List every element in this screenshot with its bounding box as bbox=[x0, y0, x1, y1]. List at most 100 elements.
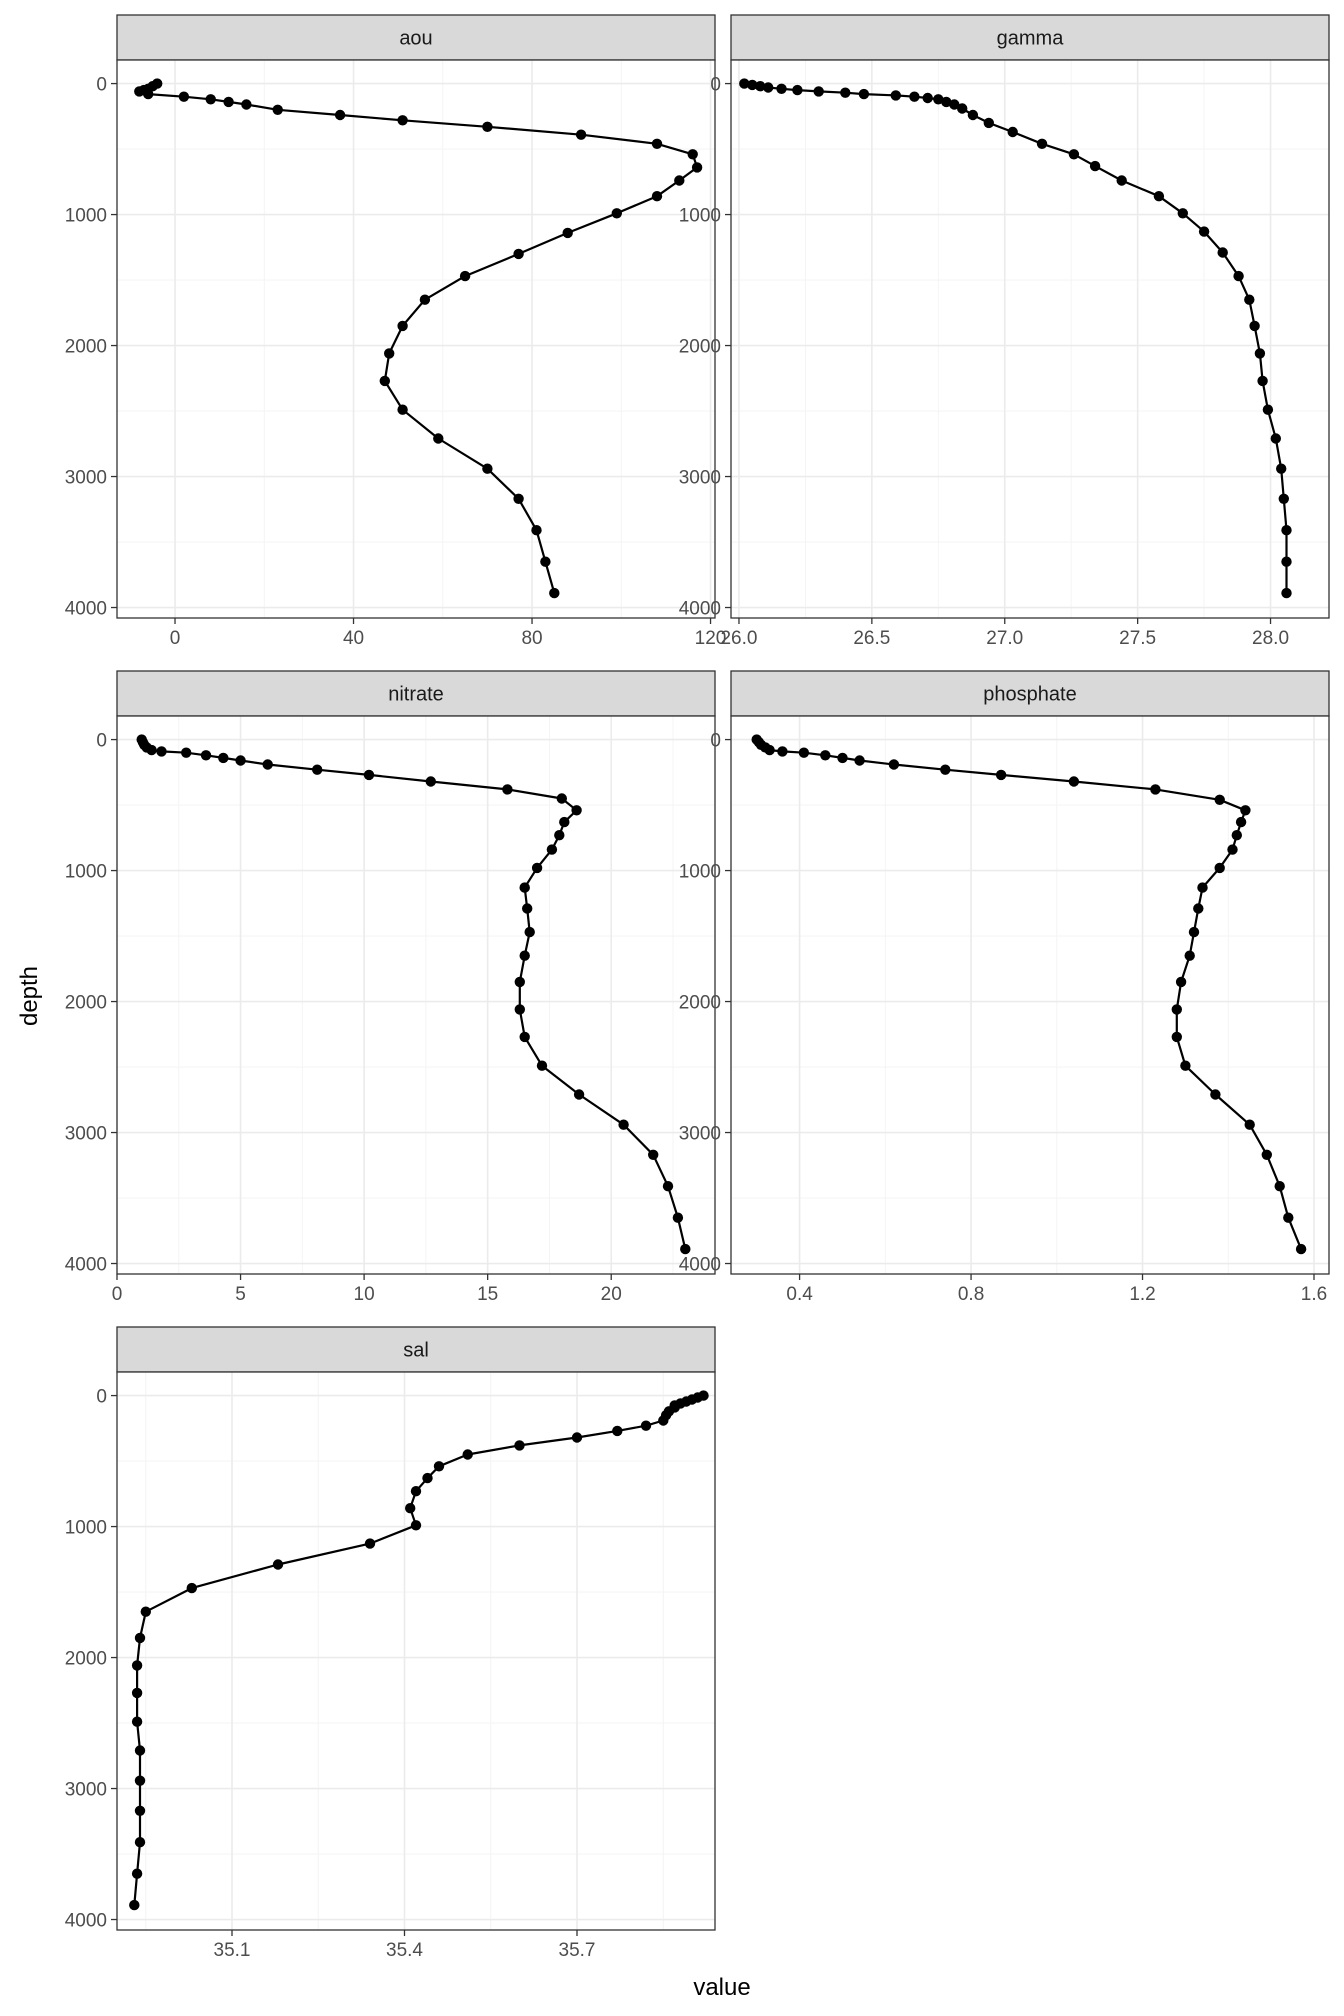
panel-border-sal bbox=[116, 1371, 716, 1931]
data-point-gamma bbox=[1177, 208, 1189, 219]
data-point-nitrate bbox=[156, 746, 167, 757]
data-point-aou bbox=[687, 149, 698, 160]
x-tick-label-aou: 120 bbox=[695, 628, 727, 649]
data-point-gamma bbox=[1089, 160, 1101, 172]
x-tick-label-gamma: 27.0 bbox=[986, 628, 1023, 649]
data-point-nitrate bbox=[146, 744, 157, 756]
data-point-phosphate bbox=[1214, 794, 1225, 805]
facet-phosphate: phosphate 0.4 0.8 1.2 1.6 0 1000 2000 3000 4000 bbox=[679, 670, 1330, 1305]
data-point-nitrate bbox=[519, 950, 530, 961]
data-point-sal bbox=[612, 1425, 623, 1437]
y-tick-label-sal: 3000 bbox=[65, 1780, 107, 1801]
data-point-aou bbox=[459, 270, 471, 282]
data-point-nitrate bbox=[559, 816, 570, 828]
data-point-gamma bbox=[1257, 375, 1268, 387]
facet-aou: aou 0 40 80 120 0 1000 2000 3000 4000 bbox=[65, 14, 727, 649]
data-point-nitrate bbox=[546, 844, 558, 855]
data-point-aou bbox=[482, 121, 493, 132]
facet-strip-aou bbox=[116, 14, 716, 61]
data-point-nitrate bbox=[556, 793, 567, 804]
y-tick-label-aou: 0 bbox=[96, 75, 107, 96]
data-point-nitrate bbox=[262, 759, 273, 770]
data-point-phosphate bbox=[1210, 1089, 1221, 1100]
data-point-nitrate bbox=[662, 1181, 674, 1192]
y-tick-label-gamma: 4000 bbox=[679, 599, 721, 620]
data-point-aou bbox=[562, 227, 573, 239]
y-axis-title: depth bbox=[16, 966, 43, 1026]
x-tick-label-gamma: 26.0 bbox=[720, 628, 757, 649]
data-point-phosphate bbox=[854, 755, 865, 766]
data-point-gamma bbox=[840, 87, 851, 98]
y-tick-label-nitrate: 2000 bbox=[65, 993, 107, 1014]
y-tick-label-nitrate: 0 bbox=[96, 731, 107, 752]
x-tick-label-phosphate: 1.2 bbox=[1129, 1284, 1155, 1305]
data-point-aou bbox=[513, 248, 524, 260]
data-point-aou bbox=[549, 587, 560, 599]
data-point-aou bbox=[384, 348, 395, 359]
data-point-phosphate bbox=[820, 750, 831, 761]
data-point-gamma bbox=[776, 83, 787, 95]
data-point-phosphate bbox=[1068, 776, 1080, 787]
data-point-phosphate bbox=[1283, 1212, 1294, 1223]
data-point-sal bbox=[131, 1687, 143, 1699]
data-point-nitrate bbox=[235, 755, 246, 766]
data-point-nitrate bbox=[524, 926, 535, 938]
data-point-phosphate bbox=[1231, 830, 1243, 841]
data-point-sal bbox=[410, 1520, 422, 1531]
data-point-aou bbox=[433, 433, 444, 444]
data-point-aou bbox=[397, 115, 408, 126]
data-point-sal bbox=[186, 1582, 197, 1594]
data-point-nitrate bbox=[312, 764, 323, 775]
y-tick-label-nitrate: 4000 bbox=[65, 1255, 107, 1276]
data-point-phosphate bbox=[1214, 862, 1225, 874]
data-point-gamma bbox=[933, 94, 944, 105]
panel-border-aou bbox=[116, 59, 716, 619]
data-point-nitrate bbox=[680, 1243, 691, 1255]
data-point-phosphate bbox=[1171, 1004, 1183, 1015]
data-point-phosphate bbox=[1175, 976, 1187, 988]
facet-nitrate: nitrate 0 5 10 15 20 0 1000 2000 3000 4000 bbox=[65, 670, 716, 1305]
x-tick-label-aou: 0 bbox=[170, 628, 181, 649]
data-point-nitrate bbox=[522, 903, 533, 914]
data-point-gamma bbox=[739, 78, 750, 89]
x-tick-label-sal: 35.1 bbox=[214, 1940, 251, 1961]
panel-background-phosphate bbox=[731, 716, 1329, 1274]
data-point-phosphate bbox=[1274, 1181, 1285, 1192]
data-point-aou bbox=[223, 96, 234, 108]
data-point-phosphate bbox=[1184, 950, 1195, 961]
x-tick-label-nitrate: 5 bbox=[235, 1284, 246, 1305]
data-point-sal bbox=[134, 1805, 146, 1817]
y-tick-label-nitrate: 3000 bbox=[65, 1124, 107, 1145]
data-point-nitrate bbox=[531, 862, 543, 874]
data-point-gamma bbox=[890, 90, 901, 101]
data-point-aou bbox=[397, 404, 408, 415]
data-point-gamma bbox=[1278, 493, 1290, 504]
data-point-gamma bbox=[1217, 247, 1228, 258]
data-point-nitrate bbox=[573, 1089, 585, 1100]
data-point-phosphate bbox=[1235, 816, 1247, 828]
data-point-nitrate bbox=[514, 976, 525, 988]
x-tick-label-gamma: 27.5 bbox=[1119, 628, 1156, 649]
data-point-gamma bbox=[813, 86, 824, 97]
x-tick-label-aou: 80 bbox=[521, 628, 542, 649]
data-point-gamma bbox=[1276, 463, 1287, 474]
data-point-sal bbox=[422, 1472, 433, 1484]
data-point-aou bbox=[575, 129, 587, 140]
x-tick-label-aou: 40 bbox=[343, 628, 364, 649]
data-point-phosphate bbox=[1244, 1119, 1255, 1130]
data-point-nitrate bbox=[200, 750, 212, 761]
y-tick-label-phosphate: 4000 bbox=[679, 1255, 721, 1276]
data-point-nitrate bbox=[648, 1149, 659, 1161]
data-point-sal bbox=[364, 1538, 376, 1549]
facet-strip-label-sal: sal bbox=[403, 1340, 429, 1362]
data-point-sal bbox=[462, 1449, 473, 1460]
data-point-phosphate bbox=[1171, 1031, 1183, 1043]
data-point-phosphate bbox=[1150, 784, 1161, 795]
data-point-sal bbox=[134, 1775, 146, 1786]
facet-gamma: gamma 26.0 26.5 27.0 27.5 28.0 0 1000 2000 3000 40… bbox=[679, 14, 1330, 649]
facet-strip-nitrate bbox=[116, 670, 716, 717]
data-point-gamma bbox=[949, 99, 960, 110]
panel-border-gamma bbox=[730, 59, 1330, 619]
data-point-phosphate bbox=[1295, 1243, 1307, 1255]
panel-border-nitrate bbox=[116, 715, 716, 1275]
